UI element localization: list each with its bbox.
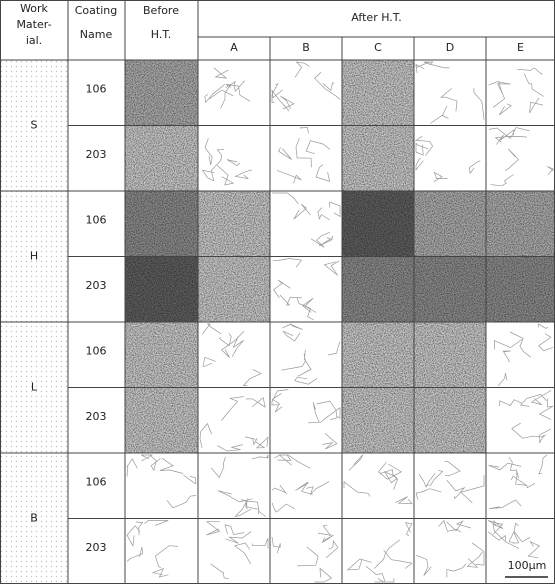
- coating-label: 203: [86, 279, 107, 292]
- header-label: Before: [143, 4, 179, 17]
- micrograph-grain: [414, 257, 486, 323]
- micrograph-grain: [125, 257, 198, 323]
- micrograph-grain: [125, 60, 198, 126]
- header-label: Work: [20, 2, 48, 15]
- coating-label: 106: [86, 344, 107, 357]
- micrograph-grain: [342, 191, 414, 257]
- micrograph-grain: [125, 191, 198, 257]
- material-label: S: [31, 119, 38, 132]
- micrograph-grain: [125, 322, 198, 388]
- material-label: L: [31, 381, 38, 394]
- condition-label: E: [517, 41, 524, 54]
- header-label: After H.T.: [351, 11, 401, 24]
- header-label: ial.: [26, 34, 42, 47]
- coating-label: 106: [86, 82, 107, 95]
- micrograph-grain: [486, 257, 555, 323]
- micrograph-table: Work Mater-ial. Coating Name Before H.T. After…: [0, 0, 555, 584]
- micrograph-grain: [486, 191, 555, 257]
- micrograph-grain: [342, 60, 414, 126]
- micrograph-grain: [125, 388, 198, 454]
- micrograph-grain: [342, 257, 414, 323]
- scale-label: 100µm: [508, 559, 547, 572]
- condition-label: D: [446, 41, 454, 54]
- coating-label: 203: [86, 541, 107, 554]
- header-label: Mater-: [16, 18, 51, 31]
- micrograph-grain: [342, 126, 414, 192]
- material-label: H: [30, 250, 38, 263]
- coating-label: 106: [86, 213, 107, 226]
- header-label: Name: [80, 28, 113, 41]
- condition-label: C: [374, 41, 382, 54]
- micrograph-grain: [198, 257, 270, 323]
- coating-label: 106: [86, 475, 107, 488]
- micrograph-grain: [342, 388, 414, 454]
- condition-label: A: [230, 41, 238, 54]
- header-label: H.T.: [151, 28, 172, 41]
- micrograph-grain: [342, 322, 414, 388]
- condition-label: B: [302, 41, 310, 54]
- micrograph-grain: [198, 191, 270, 257]
- coating-label: 203: [86, 148, 107, 161]
- header-label: Coating: [75, 4, 117, 17]
- micrograph-grain: [414, 388, 486, 454]
- micrograph-grain: [125, 126, 198, 192]
- micrograph-grain: [414, 191, 486, 257]
- micrograph-grain: [414, 322, 486, 388]
- coating-label: 203: [86, 410, 107, 423]
- material-label: B: [30, 512, 38, 525]
